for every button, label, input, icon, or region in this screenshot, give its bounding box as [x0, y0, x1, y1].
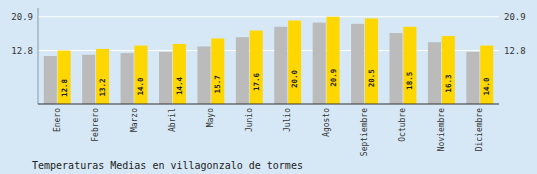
- data-label: 20.9: [329, 68, 338, 87]
- bar: [351, 24, 364, 104]
- x-tick-label: Noviembre: [437, 108, 446, 152]
- x-tick-label: Marzo: [130, 108, 139, 132]
- x-tick-label: Mayo: [206, 108, 215, 127]
- x-tick-label: Octubre: [398, 108, 407, 142]
- data-label: 20.5: [367, 69, 376, 87]
- bar: [236, 37, 249, 104]
- data-label: 17.6: [252, 72, 261, 91]
- bar: [197, 46, 210, 104]
- bar: [58, 51, 71, 104]
- bar: [313, 23, 326, 104]
- bar: [159, 52, 172, 104]
- data-label: 14.4: [175, 76, 184, 95]
- bar: [250, 31, 263, 104]
- y-tick-label-right: 12.8: [504, 46, 526, 56]
- bar: [96, 49, 109, 104]
- bar: [442, 36, 455, 104]
- data-label: 13.2: [98, 78, 107, 96]
- bar: [121, 53, 134, 104]
- x-tick-label: Abril: [168, 108, 177, 132]
- bar: [390, 33, 403, 104]
- title: Temperaturas Medias en villagonzalo de t…: [32, 160, 303, 171]
- y-tick-label: 12.8: [11, 46, 33, 56]
- bars: [44, 17, 493, 104]
- x-tick-label: Agosto: [322, 108, 331, 137]
- y-axis-line: [38, 8, 39, 104]
- bar: [327, 17, 340, 104]
- data-label: 12.8: [60, 78, 69, 97]
- x-tick-label: Enero: [53, 108, 62, 132]
- bar: [480, 46, 493, 104]
- bar: [428, 42, 441, 104]
- bar: [466, 52, 479, 104]
- bar: [173, 44, 186, 104]
- x-tick-label: Diciembre: [475, 108, 484, 152]
- y-tick-label: 20.9: [11, 12, 33, 22]
- bar: [134, 46, 147, 104]
- data-label: 15.7: [213, 75, 222, 93]
- chart: 12.8 13.2 14.0 14.4 15.7 17.6 20.0 20.9 20.5 18.5…: [0, 0, 537, 174]
- bar: [288, 21, 301, 104]
- data-label: 20.0: [290, 69, 299, 88]
- bar: [274, 27, 287, 104]
- bar: [365, 18, 378, 104]
- bar: [403, 27, 416, 104]
- x-tick-label: Julio: [283, 108, 292, 132]
- data-label: 16.3: [444, 74, 453, 93]
- data-label: 14.0: [136, 77, 145, 96]
- bar: [82, 55, 95, 104]
- x-tick-label: Septiembre: [360, 108, 369, 156]
- data-label: 18.5: [405, 72, 414, 90]
- x-axis-line: [38, 104, 499, 105]
- bar: [211, 38, 224, 104]
- data-label: 14.0: [482, 77, 491, 96]
- x-tick-label: Febrero: [91, 108, 100, 142]
- grid-line: [38, 16, 499, 17]
- y-tick-label-right: 20.9: [504, 12, 526, 22]
- bar: [44, 56, 57, 104]
- x-tick-label: Junio: [245, 108, 254, 132]
